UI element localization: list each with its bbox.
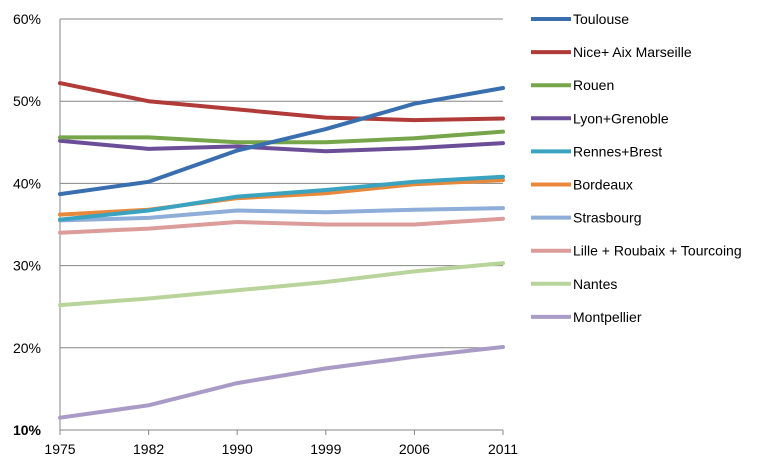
x-tick-labels: 1975 1982 1990 1999 2006 2011 <box>44 430 518 457</box>
legend-label: Toulouse <box>573 11 629 27</box>
axes <box>59 19 503 431</box>
y-tick-label: 20% <box>13 340 41 356</box>
x-tick-label: 1999 <box>310 441 341 457</box>
series-line-strasbourg <box>58 206 505 223</box>
y-tick-labels: 10% 20% 30% 40% 50% 60% <box>13 11 42 438</box>
series-line-toulouse <box>58 86 505 197</box>
legend-label: Nice+ Aix Marseille <box>573 44 692 60</box>
legend-label: Bordeaux <box>573 177 633 193</box>
legend-label: Rouen <box>573 77 614 93</box>
y-tick-label: 40% <box>13 175 41 191</box>
x-tick-label: 2006 <box>399 441 430 457</box>
series-line-lyon-grenoble <box>58 138 505 154</box>
y-tick-label: 50% <box>13 93 41 109</box>
x-tick-label: 1990 <box>222 441 253 457</box>
series-lines <box>58 81 505 420</box>
series-line-rennes-brest <box>58 174 505 222</box>
legend-label: Lyon+Grenoble <box>573 110 669 126</box>
legend-label: Nantes <box>573 276 617 292</box>
x-tick-label: 2011 <box>488 441 518 457</box>
y-tick-label: 10% <box>13 422 42 438</box>
legend: Toulouse Nice+ Aix Marseille Rouen Lyon+Gre… <box>531 11 742 325</box>
series-line-lille-roubaix-tourcoing <box>58 216 505 235</box>
series-line-montpellier <box>58 345 505 420</box>
legend-label: Montpellier <box>573 309 642 325</box>
y-tick-label: 30% <box>13 258 41 274</box>
legend-label: Rennes+Brest <box>573 143 662 159</box>
series-line-nantes <box>58 261 505 308</box>
series-line-rouen <box>58 129 505 145</box>
legend-label: Lille + Roubaix + Tourcoing <box>573 243 742 259</box>
series-line-nice-aix-marseille <box>58 81 505 123</box>
legend-label: Strasbourg <box>573 210 641 226</box>
y-tick-label: 60% <box>13 11 41 27</box>
x-tick-label: 1982 <box>133 441 164 457</box>
x-tick-label: 1975 <box>44 441 75 457</box>
